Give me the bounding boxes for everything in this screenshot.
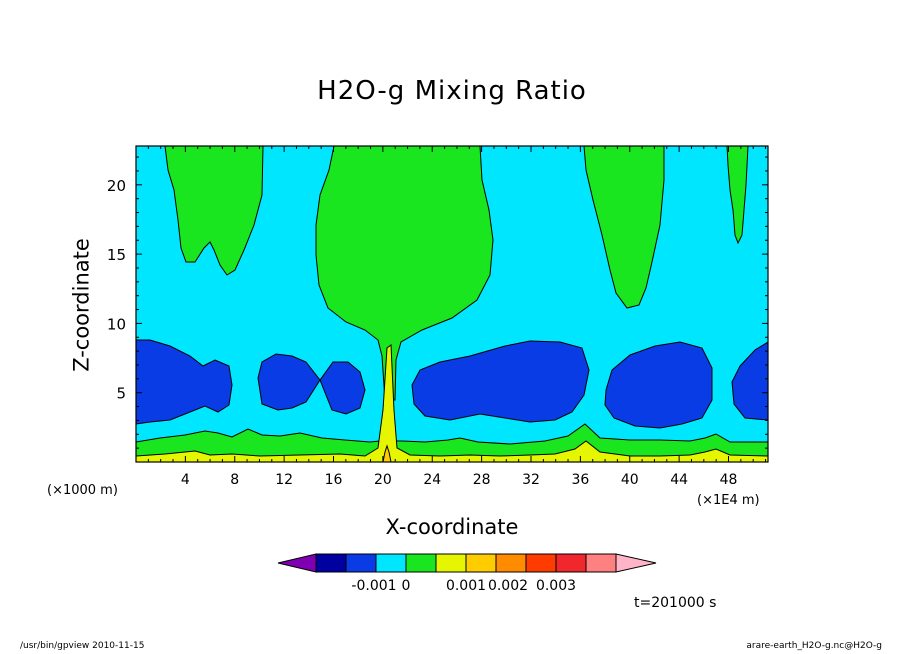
x-tick-label: 44 xyxy=(670,472,688,488)
x-axis-label: X-coordinate xyxy=(385,515,519,539)
plume-right xyxy=(583,146,665,309)
x-tick-label: 4 xyxy=(181,472,190,488)
yellow-surface xyxy=(136,344,768,462)
x-tick-label: 48 xyxy=(720,472,738,488)
y-tick-label: 15 xyxy=(107,246,126,264)
chart-title: H2O-g Mixing Ratio xyxy=(317,76,587,106)
x-tick-label: 24 xyxy=(423,472,441,488)
colorbar-tick-label: 0.002 xyxy=(488,578,528,594)
y-ticks: 5 10 15 20 xyxy=(107,156,768,449)
colorbar-swatch xyxy=(375,553,407,573)
x-tick-label: 20 xyxy=(374,472,392,488)
x-tick-label: 32 xyxy=(522,472,540,488)
colorbar-swatch xyxy=(345,553,377,573)
cell-1 xyxy=(136,339,233,425)
y-tick-label: 5 xyxy=(116,385,126,403)
colorbar-arrow-right xyxy=(615,553,657,573)
colorbar-tick-label: 0.003 xyxy=(536,578,576,594)
x-tick-label: 8 xyxy=(230,472,239,488)
colorbar-tick-label: 0.001 xyxy=(446,578,486,594)
colorbar-tick-label: -0.001 xyxy=(351,578,396,594)
low-band xyxy=(136,423,768,462)
colorbar-swatch xyxy=(405,553,437,573)
colorbar-swatch xyxy=(555,553,587,573)
y-tick-label: 10 xyxy=(107,315,126,333)
colorbar-swatch xyxy=(435,553,467,573)
orange-center xyxy=(382,444,392,462)
time-label: t=201000 s xyxy=(634,595,717,611)
x-unit-right: (×1E4 m) xyxy=(697,493,760,508)
x-tick-label: 28 xyxy=(473,472,491,488)
footer-left: /usr/bin/gpview 2010-11-15 xyxy=(20,641,145,651)
x-ticks: 4 8 12 16 20 24 28 32 36 40 44 48 xyxy=(147,146,767,488)
colorbar-arrow-left xyxy=(277,553,317,573)
colorbar-swatch xyxy=(525,553,557,573)
colorbar: -0.001 0 0.001 0.002 0.003 xyxy=(277,553,657,594)
x-unit-left: (×1000 m) xyxy=(47,483,118,498)
y-tick-label: 20 xyxy=(107,177,126,195)
colorbar-swatch xyxy=(315,553,347,573)
plume-far-right xyxy=(726,146,749,245)
x-tick-label: 40 xyxy=(621,472,639,488)
x-tick-label: 36 xyxy=(571,472,589,488)
plot-frame xyxy=(135,145,769,463)
cell-2 xyxy=(257,353,366,415)
colorbar-swatch xyxy=(495,553,527,573)
colorbar-swatch xyxy=(585,553,617,573)
plume-left xyxy=(164,146,264,276)
colorbar-swatch xyxy=(465,553,497,573)
cell-4 xyxy=(604,341,713,429)
footer-right: arare-earth_H2O-g.nc@H2O-g xyxy=(746,641,882,651)
x-tick-label: 12 xyxy=(275,472,293,488)
cell-5 xyxy=(731,341,768,421)
contour-fields xyxy=(136,146,768,462)
x-tick-label: 16 xyxy=(325,472,343,488)
cell-3 xyxy=(411,340,590,423)
colorbar-tick-label: 0 xyxy=(402,578,411,594)
